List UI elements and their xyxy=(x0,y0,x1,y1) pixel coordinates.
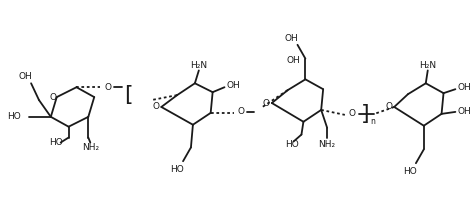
Text: HO: HO xyxy=(8,112,21,121)
Text: H₂N: H₂N xyxy=(190,61,208,70)
Text: O: O xyxy=(152,102,159,111)
Text: [: [ xyxy=(124,85,132,105)
Text: O: O xyxy=(348,109,356,118)
Text: OH: OH xyxy=(285,34,299,43)
Text: NH₂: NH₂ xyxy=(319,140,336,149)
Text: OH: OH xyxy=(287,56,301,65)
Text: HO: HO xyxy=(403,167,417,176)
Text: OH: OH xyxy=(457,83,471,92)
Text: OH: OH xyxy=(457,107,471,116)
Text: HO: HO xyxy=(49,138,63,147)
Text: OH: OH xyxy=(227,81,240,90)
Text: O: O xyxy=(105,83,111,92)
Text: HO: HO xyxy=(170,165,184,174)
Text: HO: HO xyxy=(285,140,299,149)
Text: NH₂: NH₂ xyxy=(82,143,99,152)
Text: OH: OH xyxy=(18,72,32,81)
Text: H₂N: H₂N xyxy=(419,61,436,70)
Text: O: O xyxy=(385,102,392,111)
Text: O: O xyxy=(238,107,245,116)
Text: O: O xyxy=(263,98,270,107)
Text: O: O xyxy=(50,93,57,102)
Text: n: n xyxy=(371,117,375,126)
Text: ]: ] xyxy=(361,104,369,124)
